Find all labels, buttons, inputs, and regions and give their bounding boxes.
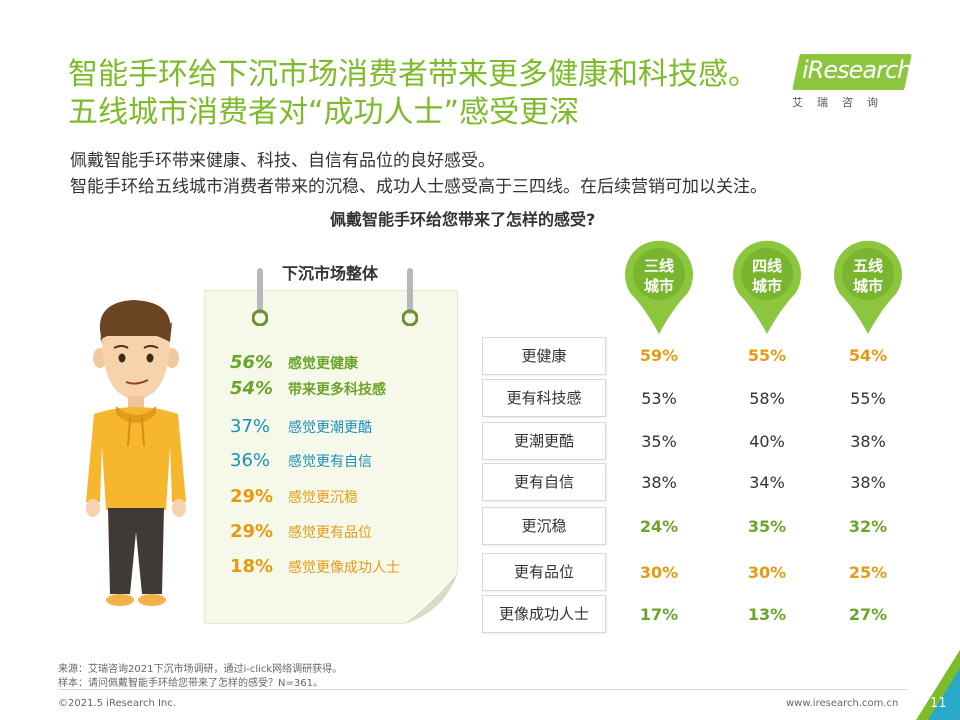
table-cell: 35%	[747, 517, 787, 536]
table-cell: 38%	[850, 473, 886, 492]
table-cell: 55%	[850, 389, 886, 408]
overall-item: 54% 带来更多科技感	[230, 378, 386, 399]
table-cell: 35%	[641, 432, 677, 451]
city-pin-label: 四线 城市	[751, 257, 782, 295]
overall-item-label: 感觉更潮更酷	[288, 420, 372, 436]
copyright: ©2021.5 iResearch Inc.	[58, 698, 176, 709]
table-row-label: 更潮更酷	[482, 422, 606, 460]
table-cell: 58%	[749, 389, 785, 408]
corner-decoration	[916, 650, 960, 720]
overall-item-label: 感觉更像成功人士	[288, 560, 400, 576]
overall-item-pct: 37%	[230, 416, 271, 437]
city-pin-tier5	[834, 240, 902, 334]
logo-text: iResearch	[802, 56, 912, 84]
table-row-label: 更有品位	[482, 553, 606, 591]
table-cell: 54%	[848, 346, 888, 365]
overall-item-label: 带来更多科技感	[288, 382, 386, 398]
overall-item-label: 感觉更有品位	[288, 525, 372, 541]
logo-cn-text: 艾瑞咨询	[792, 96, 892, 109]
table-row-label: 更像成功人士	[482, 595, 606, 633]
overall-item-pct: 56%	[230, 352, 274, 373]
subtitle-line2: 智能手环给五线城市消费者带来的沉稳、成功人士感受高于三四线。在后续营销可加以关注…	[70, 177, 767, 197]
table-cell: 38%	[850, 432, 886, 451]
page-curl	[404, 572, 458, 624]
table-cell: 24%	[639, 517, 679, 536]
table-cell: 30%	[747, 563, 787, 582]
table-cell: 13%	[747, 605, 787, 624]
subtitle-line1: 佩戴智能手环带来健康、科技、自信有品位的良好感受。	[70, 151, 495, 171]
table-cell: 27%	[848, 605, 888, 624]
table-cell: 32%	[848, 517, 888, 536]
overall-item: 29% 感觉更沉稳	[230, 486, 358, 507]
table-cell: 25%	[848, 563, 888, 582]
overall-item: 37% 感觉更潮更酷	[230, 416, 372, 437]
overall-item-label: 感觉更沉稳	[288, 490, 358, 506]
city-pin-label: 五线 城市	[852, 257, 883, 295]
table-row-label: 更沉稳	[482, 507, 606, 545]
overall-item-label: 感觉更健康	[288, 356, 358, 372]
site-url: www.iresearch.com.cn	[786, 698, 899, 709]
city-pin-label: 三线 城市	[643, 257, 674, 295]
footnote-sample: 样本：请问佩戴智能手环给您带来了怎样的感受？N=361。	[58, 678, 323, 689]
page-title-line1: 智能手环给下沉市场消费者带来更多健康和科技感。	[68, 57, 758, 92]
table-cell: 17%	[639, 605, 679, 624]
binder-ring-right	[402, 268, 418, 326]
table-cell: 30%	[639, 563, 679, 582]
table-cell: 40%	[749, 432, 785, 451]
binder-ring-left	[252, 268, 268, 326]
table-cell: 53%	[641, 389, 677, 408]
overall-item-pct: 29%	[230, 521, 274, 542]
overall-item: 36% 感觉更有自信	[230, 450, 372, 471]
overall-item-pct: 18%	[230, 556, 274, 577]
footnote-source: 来源：艾瑞咨询2021下沉市场调研，通过i-click网络调研获得。	[58, 664, 343, 675]
city-pin-tier3	[625, 240, 693, 334]
overall-item-pct: 54%	[230, 378, 274, 399]
page-title: 智能手环给下沉市场消费者带来更多健康和科技感。 五线城市消费者对“成功人士”感受…	[68, 56, 758, 132]
person-illustration	[86, 300, 186, 606]
footer-divider	[58, 689, 908, 690]
table-cell: 55%	[747, 346, 787, 365]
table-cell: 34%	[749, 473, 785, 492]
city-pin-tier4	[733, 240, 801, 334]
table-row-label: 更有科技感	[482, 379, 606, 417]
table-row-label: 更有自信	[482, 463, 606, 501]
table-row-label: 更健康	[482, 337, 606, 375]
table-cell: 38%	[641, 473, 677, 492]
survey-question: 佩戴智能手环给您带来了怎样的感受?	[330, 210, 596, 229]
overall-item: 56% 感觉更健康	[230, 352, 358, 373]
iresearch-logo: iResearch 艾瑞咨询	[792, 50, 920, 110]
overall-card-title: 下沉市场整体	[282, 264, 379, 283]
overall-item: 18% 感觉更像成功人士	[230, 556, 400, 577]
overall-item: 29% 感觉更有品位	[230, 521, 372, 542]
page-title-line2: 五线城市消费者对“成功人士”感受更深	[68, 95, 580, 130]
overall-item-label: 感觉更有自信	[288, 454, 372, 470]
overall-card	[204, 290, 458, 624]
overall-item-pct: 36%	[230, 450, 271, 471]
overall-item-pct: 29%	[230, 486, 274, 507]
page-number: 11	[930, 696, 947, 711]
table-cell: 59%	[639, 346, 679, 365]
